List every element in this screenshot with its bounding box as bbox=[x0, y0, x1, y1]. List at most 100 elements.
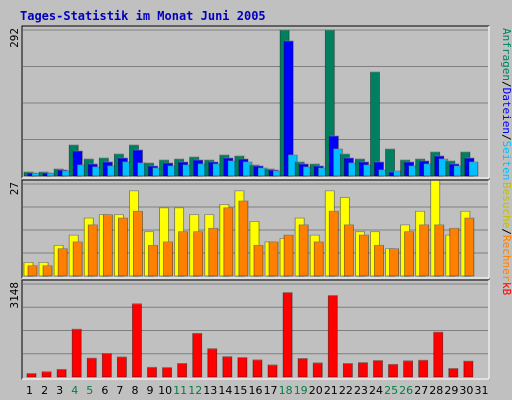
x-tick-label: 31 bbox=[474, 384, 488, 397]
bar-kb-day-15 bbox=[237, 357, 248, 378]
bar-rechner-day-26 bbox=[404, 231, 415, 277]
bar-kb-day-14 bbox=[222, 356, 233, 378]
x-tick-label: 13 bbox=[203, 384, 217, 397]
bar-kb-day-21 bbox=[327, 294, 338, 378]
x-tick-label: 5 bbox=[86, 384, 93, 397]
bar-kb-day-7 bbox=[116, 356, 127, 378]
y-max-label: 3148 bbox=[8, 282, 21, 309]
x-tick-label: 18 bbox=[279, 384, 293, 397]
x-tick-label: 25 bbox=[384, 384, 398, 397]
bar-rechner-day-15 bbox=[238, 200, 249, 277]
x-tick-label: 21 bbox=[324, 384, 338, 397]
bar-rechner-day-1 bbox=[27, 265, 38, 277]
x-tick-label: 23 bbox=[354, 384, 368, 397]
x-tick-label: 17 bbox=[264, 384, 278, 397]
bar-kb-day-4 bbox=[71, 328, 82, 378]
legend-visits-sites: Besuche/Rechner bbox=[500, 182, 512, 282]
legend-kbytes: kB bbox=[500, 282, 512, 296]
bar-rechner-day-22 bbox=[343, 224, 354, 277]
bar-kb-day-27 bbox=[418, 359, 429, 378]
panel-visits-sites: 27 Besuche/Rechner bbox=[8, 179, 512, 282]
legend-entry: Besuche bbox=[500, 182, 512, 228]
x-tick-label: 9 bbox=[147, 384, 154, 397]
legend-entry: / bbox=[500, 228, 512, 235]
x-tick-label: 24 bbox=[369, 384, 383, 397]
legend-entry: Anfragen bbox=[500, 28, 512, 81]
legend-entry: Seiten bbox=[500, 141, 512, 181]
legend-entry: Dateien bbox=[500, 88, 512, 134]
bar-rechner-day-23 bbox=[359, 234, 369, 277]
bar-kb-day-2 bbox=[41, 371, 52, 378]
bar-kb-day-5 bbox=[86, 357, 97, 378]
bar-rechner-day-12 bbox=[193, 231, 204, 277]
x-tick-label: 19 bbox=[294, 384, 308, 397]
panel-hits-files-pages: 292 Anfragen/Dateien/Seiten bbox=[8, 25, 512, 180]
x-tick-label: 10 bbox=[158, 384, 172, 397]
bar-kb-day-8 bbox=[132, 303, 142, 378]
bar-kb-day-9 bbox=[147, 366, 157, 378]
bar-rechner-day-6 bbox=[102, 214, 113, 277]
bar-rechner-day-10 bbox=[163, 241, 173, 277]
x-tick-label: 3 bbox=[56, 384, 63, 397]
bar-rechner-day-29 bbox=[449, 227, 460, 277]
bar-kb-day-17 bbox=[267, 364, 278, 378]
bar-rechner-day-9 bbox=[148, 244, 158, 277]
bar-kb-day-11 bbox=[177, 362, 188, 378]
bar-kb-day-30 bbox=[463, 360, 474, 378]
x-tick-label: 6 bbox=[101, 384, 108, 397]
bar-rechner-day-25 bbox=[389, 248, 399, 277]
x-tick-label: 12 bbox=[188, 384, 202, 397]
x-tick-label: 26 bbox=[399, 384, 413, 397]
bar-rechner-day-7 bbox=[117, 217, 128, 277]
y-max-label: 27 bbox=[8, 182, 21, 195]
bar-kb-day-18 bbox=[282, 292, 293, 378]
bar-kb-day-6 bbox=[101, 352, 112, 378]
bar-kb-day-10 bbox=[162, 367, 172, 378]
y-max-label: 292 bbox=[8, 28, 21, 48]
x-tick-label: 2 bbox=[41, 384, 48, 397]
bar-kb-day-22 bbox=[342, 362, 353, 378]
bar-kb-day-24 bbox=[373, 359, 383, 378]
bar-anfragen-day-24 bbox=[370, 71, 380, 177]
bar-kb-day-13 bbox=[207, 348, 218, 378]
bar-rechner-day-4 bbox=[72, 241, 83, 277]
x-tick-label: 15 bbox=[233, 384, 247, 397]
plot-area bbox=[21, 25, 490, 179]
x-tick-label: 11 bbox=[173, 384, 187, 397]
x-tick-label: 27 bbox=[414, 384, 428, 397]
bar-seiten-day-30 bbox=[468, 161, 479, 177]
legend-entry: / bbox=[500, 81, 512, 88]
bar-kb-day-3 bbox=[56, 368, 67, 378]
x-tick-label: 8 bbox=[131, 384, 138, 397]
x-tick-label: 7 bbox=[116, 384, 123, 397]
chart-title: Tages-Statistik im Monat Juni 2005 bbox=[20, 9, 266, 23]
x-tick-label: 30 bbox=[459, 384, 473, 397]
bar-rechner-day-21 bbox=[328, 210, 339, 277]
bar-kb-day-25 bbox=[388, 363, 398, 378]
bar-kb-day-1 bbox=[26, 372, 37, 378]
legend-hits-files-pages: Anfragen/Dateien/Seiten bbox=[500, 28, 512, 180]
bar-kb-day-29 bbox=[448, 367, 459, 378]
legend-entry: kB bbox=[500, 282, 512, 296]
bar-rechner-day-3 bbox=[57, 248, 68, 277]
bar-rechner-day-24 bbox=[374, 244, 384, 277]
bar-rechner-day-11 bbox=[178, 231, 189, 277]
legend-entry: Rechner bbox=[500, 235, 512, 282]
bar-kb-day-20 bbox=[312, 362, 323, 378]
x-tick-label: 22 bbox=[339, 384, 353, 397]
bar-rechner-day-2 bbox=[42, 265, 53, 277]
panel-kbytes: 3148 kB bbox=[8, 279, 512, 380]
bar-rechner-day-16 bbox=[253, 244, 264, 277]
bar-rechner-day-18 bbox=[283, 234, 294, 277]
bar-rechner-day-20 bbox=[313, 241, 324, 277]
bar-rechner-day-27 bbox=[419, 224, 430, 277]
bar-rechner-day-8 bbox=[133, 210, 143, 277]
x-tick-label: 16 bbox=[249, 384, 263, 397]
x-tick-label: 20 bbox=[309, 384, 323, 397]
bar-kb-day-16 bbox=[252, 359, 263, 378]
bar-rechner-day-17 bbox=[268, 241, 279, 277]
bar-rechner-day-19 bbox=[298, 224, 309, 277]
bar-rechner-day-28 bbox=[434, 224, 445, 277]
